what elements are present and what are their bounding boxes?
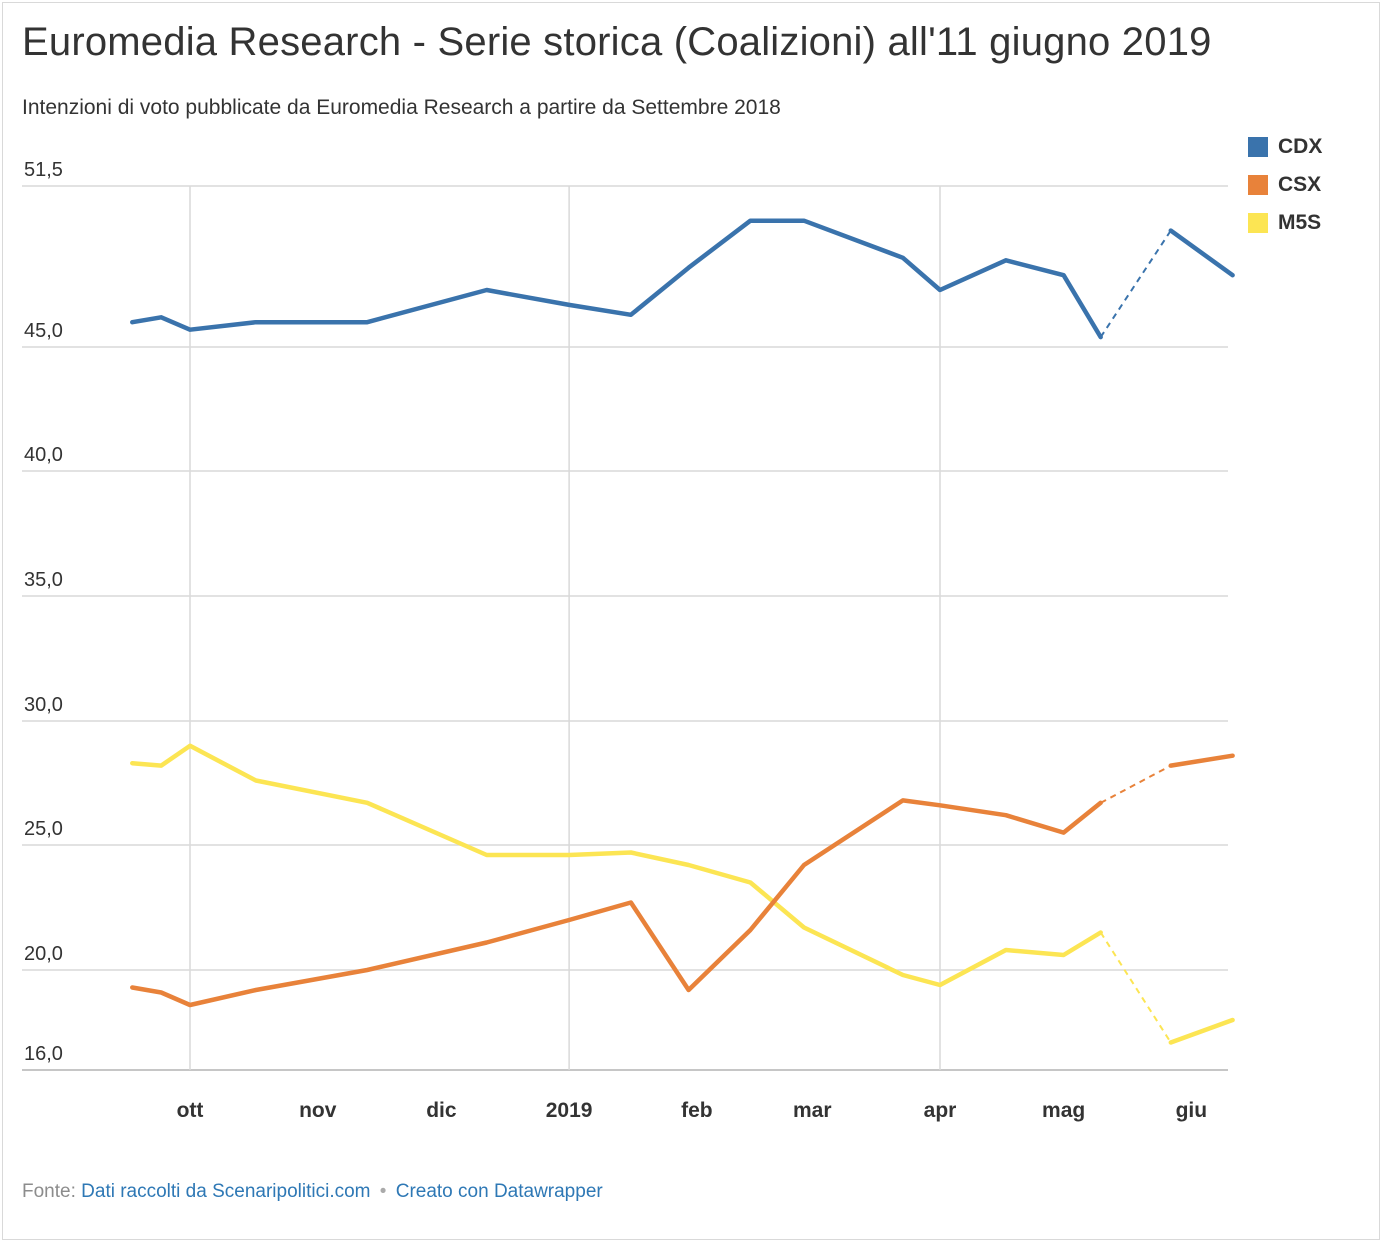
chart-title: Euromedia Research - Serie storica (Coal… bbox=[22, 20, 1212, 64]
x-tick-label: mar bbox=[793, 1099, 832, 1122]
x-tick-label: ott bbox=[177, 1099, 204, 1122]
y-tick-label: 30,0 bbox=[24, 694, 63, 716]
legend: CDX CSX M5S bbox=[1248, 128, 1322, 242]
y-tick-label: 45,0 bbox=[24, 320, 63, 342]
x-axis: ott nov dic 2019 feb mar apr mag giu bbox=[177, 1099, 1208, 1122]
legend-item-csx: CSX bbox=[1248, 166, 1322, 204]
chart-subtitle: Intenzioni di voto pubblicate da Euromed… bbox=[22, 96, 781, 119]
x-tick-label: 2019 bbox=[546, 1099, 593, 1122]
x-tick-label: giu bbox=[1176, 1099, 1208, 1122]
legend-item-cdx: CDX bbox=[1248, 128, 1322, 166]
series-line-m5s-end bbox=[1168, 1017, 1235, 1045]
x-tick-label: nov bbox=[299, 1099, 337, 1122]
datawrapper-link[interactable]: Creato con Datawrapper bbox=[395, 1181, 603, 1202]
series-projection-m5s bbox=[1099, 931, 1172, 1044]
legend-label-csx: CSX bbox=[1278, 173, 1322, 196]
legend-swatch-csx bbox=[1248, 175, 1268, 195]
series-line-cdx-end bbox=[1168, 228, 1235, 278]
x-tick-label: apr bbox=[924, 1099, 957, 1122]
series-projection-csx bbox=[1100, 764, 1172, 804]
x-tick-label: dic bbox=[426, 1099, 457, 1122]
footer-separator: • bbox=[379, 1181, 387, 1202]
source-prefix: Fonte: bbox=[22, 1181, 76, 1202]
legend-label-cdx: CDX bbox=[1278, 135, 1323, 158]
y-tick-label: 20,0 bbox=[24, 943, 63, 965]
legend-item-m5s: M5S bbox=[1248, 204, 1322, 242]
series-line-csx bbox=[130, 798, 1103, 1008]
y-tick-label: 16,0 bbox=[24, 1043, 63, 1065]
y-tick-label: 40,0 bbox=[24, 444, 63, 466]
legend-label-m5s: M5S bbox=[1278, 211, 1322, 234]
y-tick-label: 51,5 bbox=[24, 159, 63, 181]
series-projection-cdx bbox=[1099, 230, 1172, 338]
y-axis: 16,0 20,0 25,0 30,0 35,0 40,0 45,0 51,5 bbox=[24, 159, 63, 1065]
series-line-csx-end bbox=[1168, 753, 1235, 768]
legend-swatch-m5s bbox=[1248, 213, 1268, 233]
source-link[interactable]: Dati raccolti da Scenaripolitici.com bbox=[81, 1181, 371, 1202]
legend-swatch-cdx bbox=[1248, 137, 1268, 157]
series-line-cdx bbox=[130, 218, 1103, 340]
series-line-m5s bbox=[130, 743, 1103, 988]
gridlines bbox=[22, 185, 1228, 1071]
y-tick-label: 35,0 bbox=[24, 569, 63, 591]
x-tick-label: feb bbox=[681, 1099, 713, 1122]
footer: Fonte: Dati raccolti da Scenaripolitici.… bbox=[22, 1181, 603, 1203]
x-tick-label: mag bbox=[1042, 1099, 1085, 1122]
y-tick-label: 25,0 bbox=[24, 818, 63, 840]
series-lines bbox=[130, 218, 1235, 1045]
